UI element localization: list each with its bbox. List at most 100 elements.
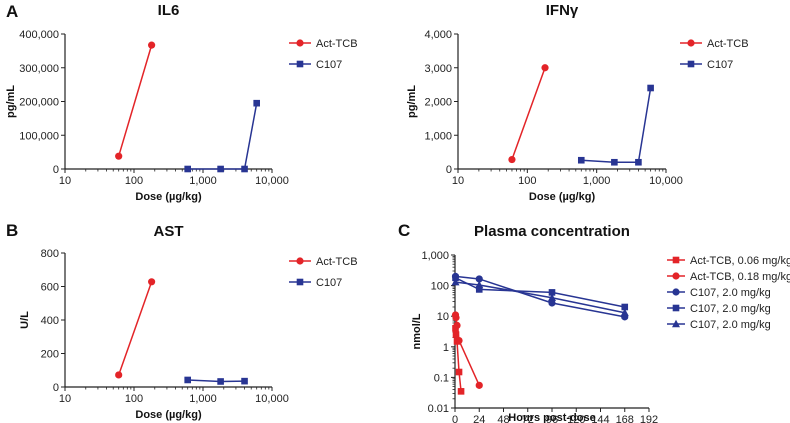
data-point [241, 377, 248, 385]
legend-item: Act-TCB [680, 38, 749, 50]
data-point [184, 376, 191, 384]
chart-pk: Plasma concentration 0.01 0.1 1 10 100 1,000 0 2… [411, 223, 790, 423]
chart-title: IL6 [158, 2, 180, 19]
legend-label: C107, 2.0 mg/kg [690, 319, 771, 331]
y-tick-label: 2,000 [424, 97, 452, 109]
data-point [148, 278, 156, 286]
legend-item: C107 [289, 59, 342, 71]
legend-item: Act-TCB, 0.06 mg/kg [667, 255, 790, 267]
y-tick-label: 10 [437, 311, 449, 323]
legend-label: C107, 2.0 mg/kg [690, 303, 771, 315]
data-point [577, 156, 585, 164]
legend-label: C107 [316, 277, 342, 289]
x-tick-label: 1,000 [189, 175, 217, 187]
chart-title: Plasma concentration [474, 223, 630, 240]
data-point [548, 289, 556, 296]
x-tick-label: 0 [452, 414, 458, 423]
y-tick-label: 400,000 [19, 29, 59, 41]
data-point [451, 277, 460, 286]
data-point [184, 165, 191, 173]
legend-marker [296, 60, 304, 68]
chart-ifng: IFNγ 0 1,000 2,000 3,000 4,000 10 100 1,000 10,00… [406, 2, 749, 203]
x-tick-label: 144 [591, 414, 609, 423]
y-tick-label: 600 [41, 282, 59, 294]
legend-marker [296, 278, 304, 286]
y-tick-label: 300,000 [19, 63, 59, 75]
series-line-4 [455, 281, 625, 314]
y-tick-label: 1,000 [421, 250, 449, 262]
legend-label: C107, 2.0 mg/kg [690, 287, 771, 299]
data-point [148, 41, 156, 49]
series-line-2 [455, 275, 625, 318]
x-tick-label: 192 [640, 414, 658, 423]
data-point [115, 371, 123, 379]
x-tick-label: 10 [59, 175, 71, 187]
data-point [548, 299, 556, 307]
y-tick-label: 100,000 [19, 130, 59, 142]
y-tick-label: 800 [41, 248, 59, 260]
series-line-0 [117, 281, 153, 376]
x-tick-label: 10 [452, 175, 464, 187]
y-axis-label: pg/mL [5, 85, 17, 118]
y-axis-label: U/L [19, 311, 31, 329]
data-point [253, 99, 260, 107]
legend-marker [672, 272, 680, 280]
y-tick-label: 200 [41, 349, 59, 361]
y-tick-label: 100 [431, 281, 449, 293]
legend-label: Act-TCB, 0.18 mg/kg [690, 271, 790, 283]
legend-marker [296, 257, 304, 265]
x-tick-label: 72 [522, 414, 534, 423]
y-tick-label: 400 [41, 315, 59, 327]
series-line-1 [581, 87, 652, 163]
y-tick-label: 0 [53, 164, 59, 176]
legend-label: Act-TCB [707, 38, 749, 50]
legend-label: Act-TCB [316, 38, 358, 50]
data-point [217, 165, 224, 173]
x-tick-label: 24 [473, 414, 485, 423]
y-tick-label: 4,000 [424, 29, 452, 41]
data-point [621, 303, 629, 311]
legend-marker [672, 319, 680, 328]
legend-label: C107 [707, 59, 733, 71]
data-point [647, 84, 654, 92]
chart-il6: IL6 0 100,000 200,000 300,000 400,000 10 100 1,0… [5, 2, 358, 203]
data-point [475, 286, 483, 293]
series-line-0 [511, 67, 546, 160]
series-line-1 [187, 103, 258, 170]
x-tick-label: 168 [616, 414, 634, 423]
x-tick-label: 100 [518, 175, 536, 187]
legend-marker [296, 39, 304, 47]
legend-item: Act-TCB, 0.18 mg/kg [667, 271, 790, 283]
series-line-1 [187, 379, 245, 383]
data-point [475, 381, 483, 389]
data-point [452, 274, 459, 282]
y-tick-label: 0.1 [434, 372, 449, 384]
x-axis-label: Dose (µg/kg) [135, 409, 202, 421]
x-tick-label: 120 [567, 414, 585, 423]
x-axis-label: Dose (µg/kg) [529, 191, 596, 203]
y-tick-label: 200,000 [19, 97, 59, 109]
data-point [452, 331, 460, 338]
x-tick-label: 10,000 [255, 175, 289, 187]
y-tick-label: 1 [443, 342, 449, 354]
chart-title: IFNγ [546, 2, 579, 19]
y-tick-label: 0 [53, 382, 59, 394]
x-tick-label: 10,000 [255, 393, 289, 405]
y-axis-label: nmol/L [411, 313, 423, 349]
data-point [241, 165, 248, 173]
x-tick-label: 48 [497, 414, 509, 423]
panel-letter-c: C [398, 221, 410, 240]
legend-item: C107, 2.0 mg/kg [667, 303, 771, 315]
panel-letter-a: A [6, 2, 18, 21]
data-point [635, 158, 642, 166]
data-point [452, 314, 460, 322]
legend-label: Act-TCB [316, 256, 358, 268]
x-tick-label: 100 [125, 393, 143, 405]
x-tick-label: 1,000 [189, 393, 217, 405]
legend-marker [672, 256, 680, 264]
legend-marker [672, 288, 680, 296]
data-point [620, 308, 629, 316]
legend-label: Act-TCB, 0.06 mg/kg [690, 255, 790, 267]
data-point [541, 64, 549, 72]
